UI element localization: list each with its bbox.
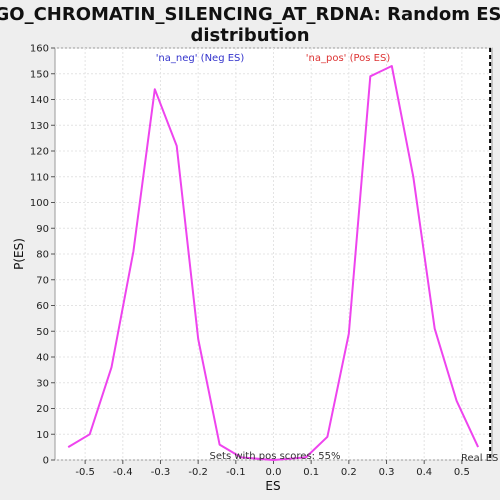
x-tick-label: -0.5 xyxy=(75,467,95,478)
chart-title-line2: distribution xyxy=(190,25,309,46)
neg-es-label: 'na_neg' (Neg ES) xyxy=(156,53,245,64)
x-tick-label: 0.3 xyxy=(379,467,395,478)
y-tick-label: 130 xyxy=(30,121,49,132)
y-tick-label: 20 xyxy=(36,404,49,415)
y-tick-label: 40 xyxy=(36,353,49,364)
y-tick-label: 80 xyxy=(36,250,49,261)
y-tick-label: 30 xyxy=(36,378,49,389)
y-tick-label: 10 xyxy=(36,430,49,441)
y-axis-label: P(ES) xyxy=(12,238,26,270)
y-tick-label: 100 xyxy=(30,198,49,209)
y-tick-label: 70 xyxy=(36,275,49,286)
grid-lines xyxy=(55,47,492,461)
y-tick-label: 150 xyxy=(30,69,49,80)
x-tick-label: -0.1 xyxy=(226,467,246,478)
series-layer xyxy=(67,65,480,461)
x-tick-label: 0.1 xyxy=(303,467,319,478)
x-tick-label: 0.2 xyxy=(341,467,357,478)
es-distribution-line xyxy=(67,65,480,461)
x-axis-ticks: -0.5 -0.4 -0.3 -0.2 -0.1 0.0 0.1 0.2 0.3 0.4 0.5 xyxy=(75,460,470,478)
y-tick-label: 140 xyxy=(30,95,49,106)
x-tick-label: -0.4 xyxy=(113,467,133,478)
y-tick-label: 0 xyxy=(43,456,49,467)
x-tick-label: 0.5 xyxy=(454,467,470,478)
x-tick-label: 0.0 xyxy=(266,467,282,478)
real-es-label: Real ES xyxy=(461,453,498,464)
y-tick-label: 120 xyxy=(30,147,49,158)
y-tick-label: 160 xyxy=(30,44,49,55)
y-axis-ticks: 0 10 20 30 40 50 60 70 80 90 100 110 120 130 140 150 160 xyxy=(30,44,55,467)
pos-scores-label: Sets with pos scores: 55% xyxy=(210,451,341,462)
pos-es-label: 'na_pos' (Pos ES) xyxy=(306,53,391,64)
x-tick-label: -0.2 xyxy=(188,467,208,478)
y-tick-label: 60 xyxy=(36,301,49,312)
chart-title-line1: GO_CHROMATIN_SILENCING_AT_RDNA: Random E… xyxy=(0,4,500,25)
y-tick-label: 50 xyxy=(36,327,49,338)
x-tick-label: 0.4 xyxy=(416,467,432,478)
y-tick-label: 90 xyxy=(36,224,49,235)
x-axis-label: ES xyxy=(265,479,280,493)
y-tick-label: 110 xyxy=(30,172,49,183)
x-tick-label: -0.3 xyxy=(151,467,171,478)
